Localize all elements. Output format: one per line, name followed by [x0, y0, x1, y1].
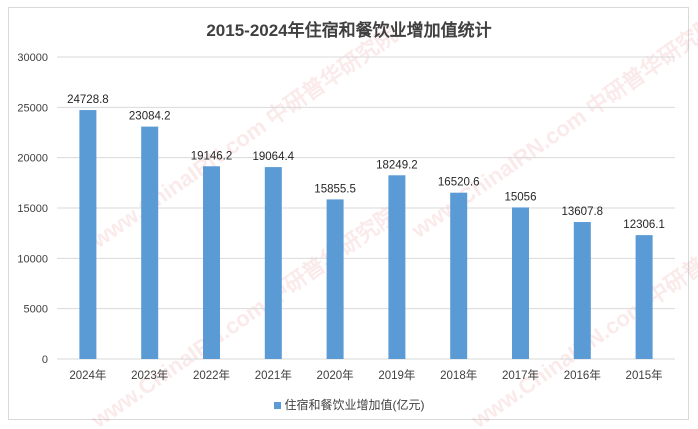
bar	[326, 199, 344, 359]
x-tick-label: 2022年	[193, 368, 230, 382]
y-tick-label: 30000	[17, 52, 48, 64]
chart-frame	[8, 7, 689, 420]
bar	[79, 110, 97, 359]
bar	[512, 207, 529, 359]
x-tick-label: 2015年	[626, 368, 663, 382]
chart-title: 2015-2024年住宿和餐饮业增加值统计	[206, 21, 492, 40]
bar	[450, 192, 468, 359]
data-label: 19146.2	[191, 150, 233, 162]
data-label: 23084.2	[129, 111, 171, 123]
bar	[635, 235, 653, 359]
bar	[264, 167, 282, 359]
y-tick-label: 25000	[17, 102, 48, 114]
data-label: 19064.4	[253, 151, 295, 163]
legend-label: 住宿和餐饮业增加值(亿元)	[284, 398, 425, 412]
data-label: 24728.8	[67, 94, 109, 106]
x-tick-label: 2018年	[440, 368, 477, 382]
bar	[203, 166, 220, 359]
x-tick-label: 2016年	[564, 368, 601, 382]
x-tick-label: 2019年	[378, 368, 415, 382]
y-tick-label: 5000	[24, 304, 48, 316]
data-label: 18249.2	[376, 159, 418, 171]
data-label: 12306.1	[623, 219, 665, 231]
data-label: 15855.5	[314, 183, 356, 195]
legend-swatch	[273, 402, 281, 410]
data-label: 13607.8	[562, 206, 604, 218]
x-tick-label: 2017年	[502, 368, 539, 382]
x-tick-label: 2021年	[255, 368, 292, 382]
data-label: 16520.6	[438, 177, 480, 189]
bar	[388, 175, 406, 359]
y-tick-label: 20000	[17, 153, 48, 165]
x-tick-label: 2024年	[69, 368, 106, 382]
data-label: 15056	[505, 191, 537, 203]
legend: 住宿和餐饮业增加值(亿元)	[0, 396, 698, 413]
bar	[141, 126, 159, 360]
bar	[573, 222, 591, 359]
x-tick-label: 2020年	[317, 368, 354, 382]
x-tick-label: 2023年	[131, 368, 168, 382]
y-tick-label: 0	[42, 354, 48, 366]
y-tick-label: 15000	[17, 203, 48, 215]
y-tick-label: 10000	[17, 253, 48, 265]
